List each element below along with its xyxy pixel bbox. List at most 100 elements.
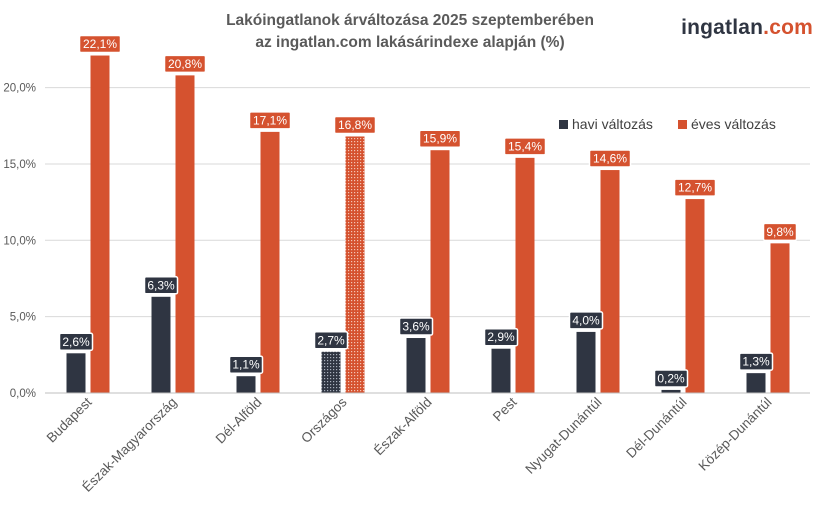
bar-monthly-del-alfold (236, 376, 256, 393)
data-label-yearly-del-dunantul-text: 12,7% (678, 181, 712, 195)
data-label-monthly-del-alfold: 1,1% (228, 355, 264, 374)
data-label-yearly-kozep-dunantul: 9,8% (762, 222, 798, 242)
data-label-monthly-orszagos-text: 2,7% (317, 333, 345, 347)
legend-swatch (678, 120, 687, 129)
data-label-yearly-kozep-dunantul-text: 9,8% (766, 225, 794, 239)
data-label-monthly-eszak-alfold-box (398, 317, 434, 336)
bar-yearly-del-dunantul (685, 199, 705, 393)
bar-monthly-budapest (66, 353, 86, 393)
data-label-yearly-kozep-dunantul-box (762, 222, 798, 242)
data-label-monthly-nyugat-dunantul-box (568, 311, 604, 330)
data-label-yearly-eszak-magyarorszag-text: 20,8% (168, 57, 202, 71)
data-label-monthly-del-alfold-text: 1,1% (232, 358, 260, 372)
data-label-monthly-kozep-dunantul-box (738, 352, 774, 371)
bar-yearly-kozep-dunantul (770, 243, 790, 393)
data-label-yearly-pest: 15,4% (503, 137, 547, 156)
bar-yearly-nyugat-dunantul (600, 170, 620, 393)
data-label-yearly-nyugat-dunantul-box (588, 149, 632, 168)
bar-monthly-eszak-magyarorszag (151, 296, 171, 393)
data-label-monthly-pest-text: 2,9% (487, 330, 515, 344)
y-tick-label: 0,0% (10, 388, 36, 400)
data-label-monthly-del-dunantul-box (653, 369, 689, 388)
bar-monthly-nyugat-dunantul (576, 331, 596, 393)
bar-yearly-orszagos (345, 136, 365, 394)
bar-yearly-pest (515, 157, 535, 393)
x-category-label-pest: Pest (490, 394, 520, 424)
data-label-yearly-budapest-text: 22,1% (83, 37, 117, 51)
bar-monthly-pest (491, 348, 511, 393)
ingatlan-logo: ingatlan.com (681, 16, 813, 40)
data-label-monthly-eszak-magyarorszag-box (143, 276, 179, 295)
data-label-yearly-eszak-alfold-box (418, 129, 462, 148)
x-category-label-kozep-dunantul: Közép-Dunántúl (696, 395, 775, 474)
data-label-yearly-del-alfold: 17,1% (248, 111, 292, 130)
chart-title: Lakóingatlanok árváltozása 2025 szeptemb… (190, 10, 630, 54)
data-label-monthly-del-alfold-box (228, 355, 264, 374)
data-label-monthly-orszagos-box (313, 331, 349, 350)
y-tick-label: 20,0% (3, 83, 36, 95)
data-label-yearly-pest-text: 15,4% (508, 139, 542, 153)
data-label-yearly-nyugat-dunantul-text: 14,6% (593, 152, 627, 166)
bar-yearly-eszak-magyarorszag (175, 75, 195, 393)
x-category-label-eszak-alfold: Észak-Alföld (371, 395, 435, 459)
data-label-monthly-nyugat-dunantul: 4,0% (568, 311, 604, 330)
data-label-yearly-orszagos: 16,8% (333, 115, 377, 135)
data-label-yearly-orszagos-box (333, 115, 377, 135)
x-category-label-nyugat-dunantul: Nyugat-Dunántúl (522, 395, 604, 477)
x-category-label-del-dunantul: Dél-Dunántúl (623, 395, 689, 461)
data-label-monthly-del-dunantul-text: 0,2% (657, 371, 685, 385)
data-label-monthly-budapest-text: 2,6% (62, 335, 90, 349)
data-label-yearly-eszak-alfold-text: 15,9% (423, 132, 457, 146)
data-label-yearly-del-alfold-box (248, 111, 292, 130)
legend: havi változás éves változás (559, 116, 776, 132)
bar-monthly-del-dunantul (661, 389, 681, 393)
data-label-yearly-budapest: 22,1% (78, 34, 122, 54)
legend-label: éves változás (691, 116, 776, 132)
data-label-monthly-orszagos: 2,7% (313, 331, 349, 350)
legend-item-yearly: éves változás (678, 116, 776, 132)
logo-part1: ingatlan (681, 16, 764, 39)
logo-part2: .com (763, 16, 813, 39)
data-label-monthly-nyugat-dunantul-text: 4,0% (572, 313, 600, 327)
data-label-monthly-eszak-magyarorszag: 6,3% (143, 276, 179, 295)
data-label-monthly-kozep-dunantul: 1,3% (738, 352, 774, 371)
data-label-yearly-orszagos-text: 16,8% (338, 118, 372, 132)
bars-layer (66, 55, 790, 394)
data-label-monthly-pest-box (483, 327, 519, 347)
data-label-yearly-del-alfold-text: 17,1% (253, 113, 287, 127)
data-label-yearly-eszak-alfold: 15,9% (418, 129, 462, 148)
data-label-yearly-del-dunantul-box (673, 178, 717, 197)
legend-swatch (559, 120, 568, 129)
data-label-monthly-del-dunantul: 0,2% (653, 369, 689, 388)
data-label-monthly-budapest: 2,6% (58, 332, 94, 352)
data-label-yearly-nyugat-dunantul: 14,6% (588, 149, 632, 168)
bar-yearly-del-alfold (260, 131, 280, 393)
y-tick-label: 10,0% (3, 235, 36, 247)
legend-label: havi változás (572, 116, 653, 132)
bar-monthly-kozep-dunantul (746, 373, 766, 393)
data-label-yearly-eszak-magyarorszag: 20,8% (163, 54, 207, 74)
data-label-yearly-pest-box (503, 137, 547, 156)
bar-monthly-eszak-alfold (406, 338, 426, 393)
bar-yearly-budapest (90, 55, 110, 394)
data-label-monthly-pest: 2,9% (483, 327, 519, 347)
data-labels-layer: 2,6% 22,1% 6,3% 20,8% 1,1% 17,1% 2,7% 16,8% 3,6%… (58, 34, 798, 388)
chart-title-line2: az ingatlan.com lakásárindexe alapján (%… (255, 34, 565, 51)
x-category-label-eszak-magyarorszag: Észak-Magyarország (79, 395, 179, 495)
chart-title-line1: Lakóingatlanok árváltozása 2025 szeptemb… (226, 12, 594, 29)
grid-layer (45, 87, 810, 318)
x-category-label-orszagos: Országos (298, 394, 350, 446)
y-tick-label: 15,0% (3, 159, 36, 171)
data-label-monthly-budapest-box (58, 332, 94, 352)
bar-yearly-eszak-alfold (430, 150, 450, 393)
data-label-monthly-eszak-alfold-text: 3,6% (402, 320, 430, 334)
data-label-monthly-eszak-alfold: 3,6% (398, 317, 434, 336)
data-label-yearly-budapest-box (78, 34, 122, 54)
data-label-monthly-kozep-dunantul-text: 1,3% (742, 355, 770, 369)
x-category-label-del-alfold: Dél-Alföld (213, 395, 265, 447)
data-label-monthly-eszak-magyarorszag-text: 6,3% (147, 278, 175, 292)
data-label-yearly-eszak-magyarorszag-box (163, 54, 207, 74)
bar-monthly-orszagos (321, 351, 341, 393)
data-label-yearly-del-dunantul: 12,7% (673, 178, 717, 197)
